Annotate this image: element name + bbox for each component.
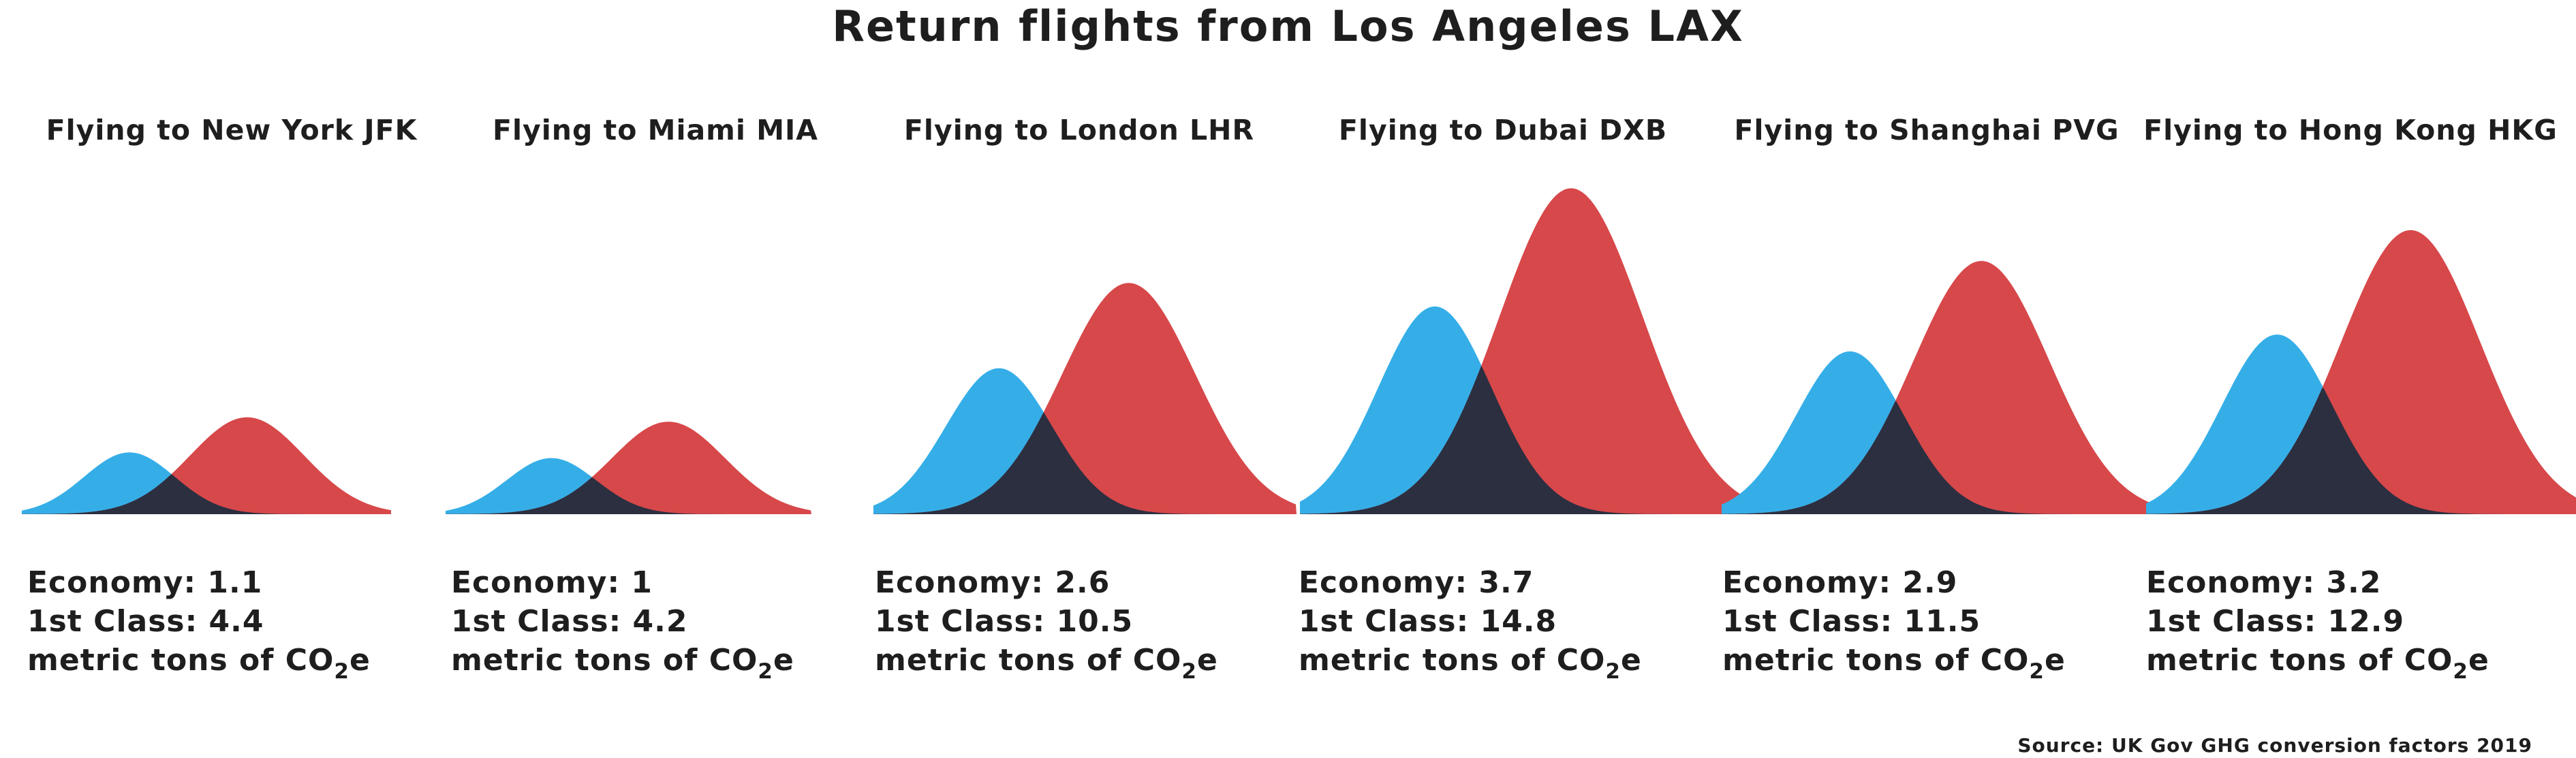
panel-4: Flying to Dubai DXB Economy: 3.7 1st Class… — [1299, 114, 1752, 684]
first-class-curve — [873, 283, 1297, 514]
overlap-area — [446, 477, 811, 514]
unit-label: metric tons of CO2e — [1722, 643, 2066, 684]
economy-value: Economy: 2.6 — [875, 565, 1110, 600]
unit-label: metric tons of CO2e — [2146, 643, 2489, 684]
first-class-value: 1st Class: 4.2 — [451, 604, 687, 639]
first-class-curve — [1300, 188, 1752, 514]
panel-3: Flying to London LHR Economy: 2.6 1st Clas… — [873, 114, 1297, 684]
first-class-value: 1st Class: 10.5 — [875, 604, 1133, 639]
first-class-curve — [446, 422, 811, 514]
first-class-value: 1st Class: 11.5 — [1722, 604, 1981, 639]
first-class-value: 1st Class: 4.4 — [27, 604, 264, 639]
source-note: Source: UK Gov GHG conversion factors 20… — [2017, 734, 2532, 757]
unit-label: metric tons of CO2e — [875, 643, 1218, 684]
overlap-area — [873, 412, 1297, 514]
economy-value: Economy: 2.9 — [1722, 565, 1957, 600]
panel-6: Flying to Hong Kong HKG Economy: 3.2 1st C… — [2143, 114, 2576, 684]
economy-curve — [873, 368, 1297, 514]
panel-title: Flying to London LHR — [904, 114, 1254, 146]
overlap-area — [1300, 366, 1752, 514]
economy-value: Economy: 3.2 — [2146, 565, 2381, 600]
panel-title: Flying to Miami MIA — [493, 114, 818, 146]
unit-label: metric tons of CO2e — [451, 643, 794, 684]
first-class-value: 1st Class: 12.9 — [2146, 604, 2404, 639]
panel-title: Flying to New York JFK — [46, 114, 418, 146]
economy-curve — [1722, 351, 2152, 514]
economy-curve — [22, 452, 391, 514]
first-class-curve — [22, 417, 391, 514]
economy-value: Economy: 3.7 — [1299, 565, 1534, 600]
economy-value: Economy: 1 — [451, 565, 653, 600]
economy-curve — [1300, 306, 1752, 514]
first-class-curve — [1722, 261, 2152, 514]
panel-title: Flying to Dubai DXB — [1339, 114, 1667, 146]
panel-1: Flying to New York JFK Economy: 1.1 1st Cl… — [22, 114, 418, 684]
overlap-area — [1722, 400, 2152, 514]
panel-2: Flying to Miami MIA Economy: 1 1st Class: … — [446, 114, 818, 684]
overlap-area — [22, 474, 391, 514]
panel-title: Flying to Shanghai PVG — [1734, 114, 2119, 146]
unit-label: metric tons of CO2e — [27, 643, 371, 684]
first-class-curve — [2146, 230, 2576, 514]
economy-curve — [446, 458, 811, 514]
panel-5: Flying to Shanghai PVG Economy: 2.9 1st Cl… — [1722, 114, 2152, 684]
overlap-area — [2146, 388, 2576, 514]
economy-curve — [2146, 334, 2576, 514]
chart-title: Return flights from Los Angeles LAX — [832, 1, 1744, 51]
panel-title: Flying to Hong Kong HKG — [2143, 114, 2558, 146]
unit-label: metric tons of CO2e — [1299, 643, 1642, 684]
economy-value: Economy: 1.1 — [27, 565, 262, 600]
first-class-value: 1st Class: 14.8 — [1299, 604, 1557, 639]
